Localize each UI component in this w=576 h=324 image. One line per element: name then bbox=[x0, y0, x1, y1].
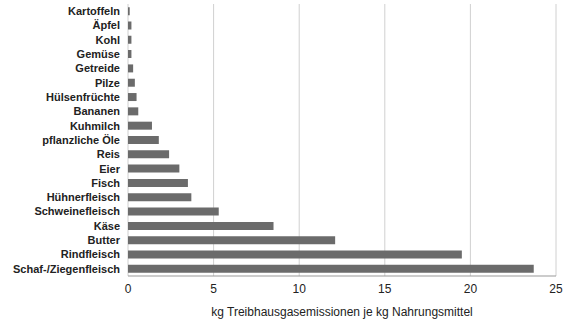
svg-text:Pilze: Pilze bbox=[95, 77, 120, 89]
svg-text:Kuhmilch: Kuhmilch bbox=[70, 120, 120, 132]
svg-text:kg Treibhausgasemissionen je k: kg Treibhausgasemissionen je kg Nahrungs… bbox=[211, 305, 472, 319]
svg-text:Kartoffeln: Kartoffeln bbox=[68, 5, 120, 17]
svg-text:Gemüse: Gemüse bbox=[77, 48, 120, 60]
svg-text:Äpfel: Äpfel bbox=[93, 19, 121, 31]
svg-text:Getreide: Getreide bbox=[75, 62, 120, 74]
svg-text:25: 25 bbox=[549, 282, 563, 296]
svg-text:Hühnerfleisch: Hühnerfleisch bbox=[47, 191, 121, 203]
svg-text:Schaf-/Ziegenfleisch: Schaf-/Ziegenfleisch bbox=[13, 263, 120, 275]
svg-text:Reis: Reis bbox=[97, 148, 120, 160]
svg-text:pflanzliche Öle: pflanzliche Öle bbox=[42, 134, 120, 146]
svg-text:Fisch: Fisch bbox=[91, 177, 120, 189]
svg-text:5: 5 bbox=[210, 282, 217, 296]
svg-text:15: 15 bbox=[378, 282, 392, 296]
svg-text:0: 0 bbox=[125, 282, 132, 296]
svg-text:Käse: Käse bbox=[94, 220, 120, 232]
svg-text:Kohl: Kohl bbox=[96, 34, 120, 46]
svg-text:20: 20 bbox=[464, 282, 478, 296]
svg-text:Butter: Butter bbox=[88, 234, 121, 246]
svg-text:10: 10 bbox=[293, 282, 307, 296]
svg-text:Schweinefleisch: Schweinefleisch bbox=[34, 205, 120, 217]
svg-text:Bananen: Bananen bbox=[74, 105, 121, 117]
svg-text:Hülsenfrüchte: Hülsenfrüchte bbox=[46, 91, 120, 103]
svg-text:Eier: Eier bbox=[99, 163, 121, 175]
svg-text:Rindfleisch: Rindfleisch bbox=[61, 248, 121, 260]
